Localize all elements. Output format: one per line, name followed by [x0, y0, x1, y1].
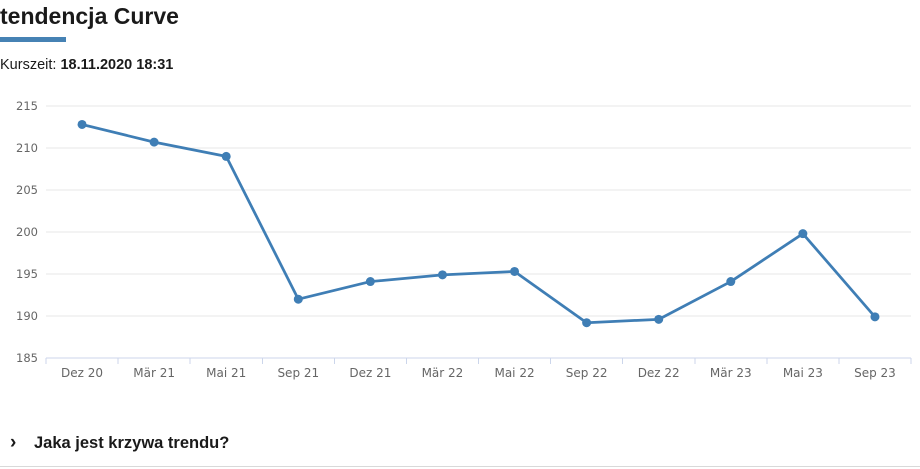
x-axis-label: Sep 23	[854, 366, 896, 380]
y-axis-label: 185	[16, 351, 38, 365]
x-axis-label: Dez 20	[61, 366, 103, 380]
trend-chart: 185 190 195 200 205 210 215 Dez 20 Mär 21 Mai 21 S…	[16, 99, 912, 380]
x-axis-label: Sep 21	[277, 366, 319, 380]
x-axis-label: Mai 22	[494, 366, 534, 380]
y-axis-label: 195	[16, 267, 38, 281]
x-axis-label: Sep 22	[566, 366, 608, 380]
quote-time-value: 18.11.2020 18:31	[60, 57, 174, 73]
x-axis-label: Mär 21	[133, 366, 175, 380]
x-axis-label: Mär 23	[710, 366, 752, 380]
page-title: tendencja Curve	[0, 3, 179, 29]
data-point[interactable]	[510, 266, 520, 276]
faq-toggle[interactable]: › Jaka jest krzywa trendu?	[0, 429, 920, 457]
quote-time: Kurszeit: 18.11.2020 18:31	[0, 56, 173, 74]
title-accent-bar	[0, 37, 66, 42]
y-axis-label: 200	[16, 225, 38, 239]
data-point[interactable]	[293, 294, 303, 304]
chart-area: 185 190 195 200 205 210 215 Dez 20 Mär 21 Mai 21 S…	[0, 90, 920, 390]
x-axis-label: Dez 21	[349, 366, 391, 380]
data-point[interactable]	[726, 277, 736, 287]
data-point[interactable]	[149, 137, 159, 147]
data-point[interactable]	[77, 119, 87, 129]
faq-question: Jaka jest krzywa trendu?	[34, 433, 230, 452]
y-axis-label: 215	[16, 99, 38, 113]
y-axis-label: 190	[16, 309, 38, 323]
x-axis-label: Mär 22	[422, 366, 464, 380]
y-axis-label: 210	[16, 141, 38, 155]
data-point[interactable]	[221, 151, 231, 161]
data-point[interactable]	[582, 318, 592, 328]
data-point[interactable]	[870, 312, 880, 322]
trend-line	[80, 123, 877, 325]
bottom-divider	[0, 466, 920, 467]
x-axis-label: Dez 22	[638, 366, 680, 380]
quote-time-label: Kurszeit:	[0, 57, 57, 73]
data-point[interactable]	[654, 314, 664, 324]
x-axis-label: Mai 23	[783, 366, 823, 380]
x-axis-label: Mai 21	[206, 366, 246, 380]
data-point[interactable]	[798, 229, 808, 239]
chevron-right-icon: ›	[10, 432, 17, 453]
data-point[interactable]	[437, 270, 447, 280]
data-point[interactable]	[365, 277, 375, 287]
y-axis-label: 205	[16, 183, 38, 197]
